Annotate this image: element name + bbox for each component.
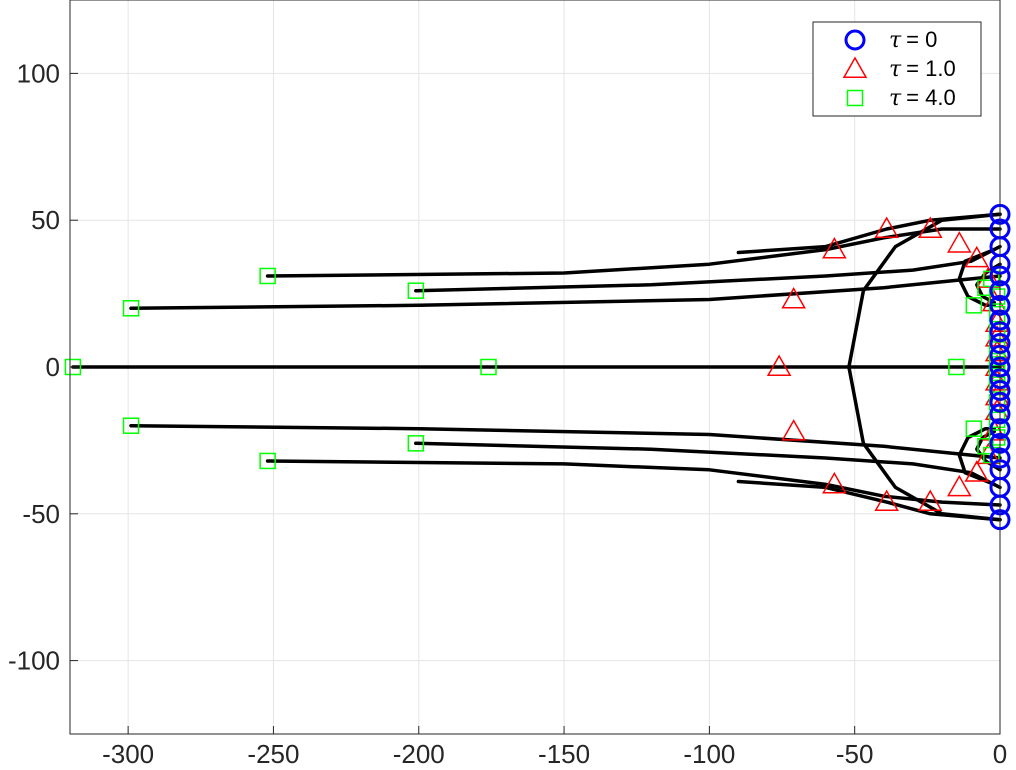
legend: τ = 0τ = 1.0τ = 4.0 [812,21,982,117]
x-tick-label: -250 [247,739,299,769]
x-tick-label: -200 [393,739,445,769]
data-point-square [988,341,1006,358]
data-point-square [948,358,965,376]
x-tick-label: -50 [836,739,874,769]
data-point-triangle [874,489,899,512]
trajectory-line [265,227,1002,278]
data-point-square [407,435,425,452]
data-point-triangle [781,286,806,309]
x-tick-label: -150 [538,739,590,769]
legend-value: = 0 [906,27,937,52]
y-tick-label: -50 [22,499,60,529]
legend-label: τ = 4.0 [889,85,956,111]
legend-tau-symbol: τ [889,28,902,53]
trajectory-line [265,459,1002,507]
data-point-triangle [947,231,972,253]
data-point-square [965,420,983,437]
data-point-square [480,358,497,376]
data-point-triangle [822,237,847,259]
data-point-triangle [917,489,943,512]
y-tick-label: 0 [46,352,60,382]
y-tick-label: 100 [17,58,60,88]
legend-box [812,21,982,117]
x-tick-label: -300 [102,739,154,769]
y-tick-label: 50 [31,205,60,235]
data-point-square [259,452,276,470]
data-point-square [64,358,82,376]
data-point-triangle [766,354,792,376]
data-point-triangle [947,474,972,497]
data-point-square [259,267,276,285]
data-point-square [122,417,140,434]
data-point-square [988,364,1006,382]
legend-label: τ = 0 [889,27,937,53]
legend-value: = 4.0 [906,85,956,110]
y-tick-label: -100 [8,646,60,676]
data-point-triangle [874,216,899,239]
tick-label-layer: -300 -250 -200 -150 -100 -50 0 -100 -50 0 50 100 [8,58,1007,769]
data-point-triangle [964,245,990,268]
data-point-square [988,376,1006,393]
legend-value: = 1.0 [906,56,956,81]
legend-marker-circle [844,29,866,51]
legend-tau-symbol: τ [889,86,902,111]
trajectory-line [847,212,1002,522]
data-point-square [965,297,983,314]
data-point-triangle [781,419,806,441]
data-point-triangle [917,216,943,239]
data-point-square [988,352,1006,370]
data-point-square [122,300,140,317]
legend-marker-triangle [842,56,868,78]
x-tick-label: -100 [683,739,735,769]
legend-tau-symbol: τ [889,57,902,82]
data-point-square [407,282,425,299]
x-tick-label: 0 [993,739,1007,769]
legend-marker-square [846,89,864,107]
data-point-triangle [964,460,990,482]
legend-label: τ = 1.0 [889,56,956,82]
data-point-triangle [822,471,847,494]
